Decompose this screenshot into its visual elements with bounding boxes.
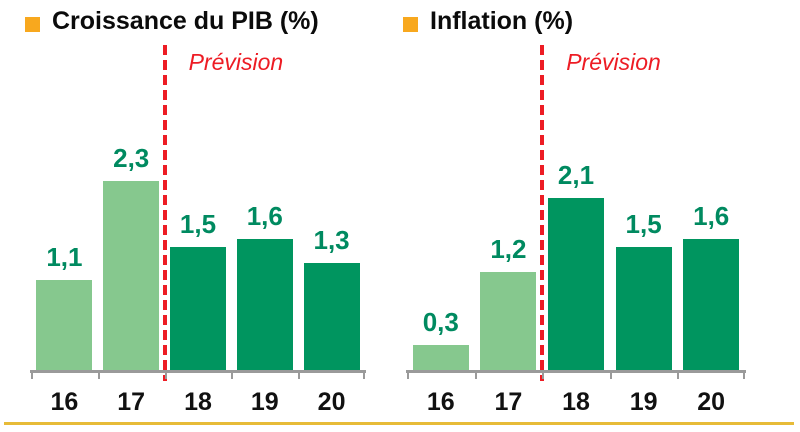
- bar-value-label: 2,3: [113, 143, 150, 173]
- x-axis-label: 20: [697, 388, 726, 416]
- bar-16: [36, 280, 93, 370]
- chart-title: Inflation (%): [430, 7, 574, 35]
- forecast-divider-line: [540, 45, 545, 381]
- chart-panel-inflation: Inflation (%) Prévision 0,3 1,2 2,1 1,5 1,6 …: [400, 0, 800, 432]
- bar-value-label: 0,3: [422, 307, 459, 337]
- x-axis-tick: [31, 370, 33, 379]
- bar-19: [615, 247, 672, 370]
- x-axis-tick: [298, 370, 301, 379]
- bar-18: [548, 198, 604, 370]
- x-axis-line: [406, 370, 746, 373]
- x-axis-tick: [164, 370, 167, 379]
- bottom-divider-rule: [4, 422, 794, 425]
- x-axis-label: 16: [50, 388, 79, 416]
- x-axis-tick: [609, 370, 612, 379]
- x-axis-tick: [743, 370, 745, 379]
- chart-panel-gdp-growth: Croissance du PIB (%) Prévision 1,1 2,3 1,…: [25, 7, 366, 416]
- legend-square-icon: [25, 17, 40, 32]
- bar-20: [303, 263, 360, 370]
- forecast-annotation: Prévision: [188, 49, 284, 75]
- x-axis-label: 16: [426, 388, 455, 416]
- x-axis-tick: [97, 370, 100, 379]
- bar-16: [412, 345, 469, 370]
- bar-18: [170, 247, 226, 370]
- bar-17: [480, 272, 537, 370]
- x-axis-label: 19: [629, 388, 658, 416]
- bars-container: 0,3 1,2 2,1 1,5 1,6: [400, 0, 800, 432]
- x-axis-label: 18: [562, 388, 590, 416]
- bar-20: [683, 239, 740, 370]
- bar-value-label: 2,1: [557, 160, 595, 190]
- x-axis-tick: [231, 370, 234, 379]
- bar-19: [236, 239, 293, 370]
- bar-value-label: 1,6: [693, 201, 730, 231]
- bar-17: [103, 181, 160, 370]
- bar-value-label: 1,3: [313, 225, 350, 255]
- x-axis-label: 17: [494, 388, 523, 416]
- chart-title: Croissance du PIB (%): [52, 7, 319, 35]
- x-axis-tick: [474, 370, 477, 379]
- bar-value-label: 1,6: [246, 201, 283, 231]
- x-axis-tick: [407, 370, 409, 379]
- bar-value-label: 1,1: [46, 242, 83, 272]
- x-axis-label: 18: [184, 388, 212, 416]
- x-axis-label: 20: [317, 388, 346, 416]
- x-axis-labels: 16 17 18 19 20: [50, 388, 346, 416]
- x-axis-label: 19: [250, 388, 279, 416]
- x-axis-ticks: [400, 0, 800, 432]
- x-axis-line: [30, 370, 366, 373]
- forecast-annotation: Prévision: [566, 49, 661, 75]
- x-axis-tick: [363, 370, 365, 379]
- bar-value-label: 1,2: [490, 234, 527, 264]
- bars-container: 1,1 2,3 1,5 1,6 1,3: [36, 143, 360, 370]
- forecast-divider-line: [162, 45, 167, 381]
- x-axis-label: 17: [117, 388, 146, 416]
- bar-value-label: 1,5: [625, 209, 662, 239]
- legend-square-icon: [403, 17, 418, 32]
- x-axis-ticks: [31, 370, 365, 379]
- bar-value-label: 1,5: [179, 209, 217, 239]
- x-axis-tick: [542, 370, 545, 379]
- x-axis-tick: [677, 370, 680, 379]
- x-axis-labels: 16 17 18 19 20: [400, 0, 800, 432]
